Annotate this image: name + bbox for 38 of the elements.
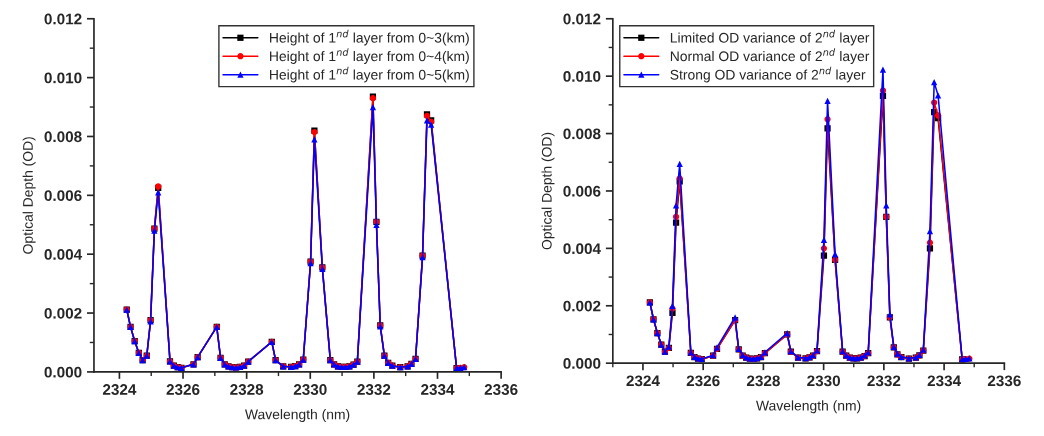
- x-tick-label: 2328: [230, 384, 264, 395]
- x-tick-label: 2334: [927, 375, 962, 387]
- x-axis-title: Wavelength (nm): [244, 409, 350, 423]
- y-tick-label: 0.000: [563, 358, 601, 369]
- y-tick-label: 0.012: [563, 13, 601, 25]
- x-tick-label: 2324: [102, 384, 137, 395]
- legend-label: Normal OD variance of 2$^{nd}$ layer: [670, 48, 870, 64]
- legend-label: Height of 1$^{nd}$ layer from 0~4(km): [270, 48, 469, 64]
- y-tick-label: 0.010: [44, 72, 82, 84]
- y-tick-label: 0.008: [44, 131, 82, 143]
- y-tick-label: 0.002: [563, 300, 601, 312]
- x-tick-label: 2324: [626, 375, 660, 387]
- x-tick-label: 2326: [166, 384, 200, 395]
- legend-label: Height of 1$^{nd}$ layer from 0~3(km): [270, 29, 469, 46]
- y-tick-label: 0.006: [44, 190, 82, 202]
- y-axis-title: Optical Depth (OD): [22, 137, 36, 254]
- x-axis-title: Wavelength (nm): [756, 400, 861, 414]
- x-tick-label: 2332: [867, 375, 901, 387]
- x-tick-label: 2328: [746, 375, 780, 387]
- x-tick-label: 2336: [987, 375, 1021, 387]
- y-tick-label: 0.006: [563, 185, 601, 197]
- x-tick-label: 2330: [293, 384, 327, 395]
- x-tick-label: 2330: [807, 375, 840, 387]
- y-tick-label: 0.010: [563, 71, 601, 82]
- legend-label: Strong OD variance of 2$^{nd}$ layer: [670, 66, 866, 83]
- x-tick-label: 2332: [357, 384, 391, 395]
- y-tick-label: 0.012: [44, 13, 82, 25]
- y-axis-title: Optical Depth (OD): [541, 132, 555, 250]
- x-tick-label: 2334: [421, 384, 455, 395]
- y-tick-label: 0.008: [563, 128, 601, 140]
- legend-label: Limited OD variance of 2$^{nd}$ layer: [670, 29, 870, 46]
- y-tick-label: 0.002: [44, 307, 82, 319]
- x-tick-label: 2336: [484, 384, 518, 395]
- y-tick-label: 0.004: [44, 249, 83, 260]
- y-tick-label: 0.000: [44, 366, 82, 378]
- legend-label: Height of 1$^{nd}$ layer from 0~5(km): [270, 66, 469, 83]
- x-tick-label: 2326: [686, 375, 720, 387]
- y-tick-label: 0.004: [563, 243, 601, 255]
